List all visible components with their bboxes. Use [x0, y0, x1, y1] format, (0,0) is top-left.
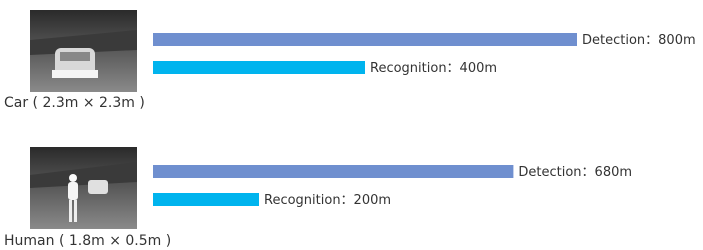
- value-label: Detection：800m: [582, 33, 696, 48]
- car-thumbnail: [30, 10, 137, 92]
- bar: [153, 165, 513, 178]
- value-label: Recognition：400m: [370, 61, 497, 76]
- category-label: Car ( 2.3m × 2.3m ): [4, 95, 145, 111]
- value-label: Recognition：200m: [264, 193, 391, 208]
- bar: [153, 33, 577, 46]
- value-label: Detection：680m: [518, 165, 632, 180]
- chart: Car ( 2.3m × 2.3m ) Detection：800m Recogni…: [0, 0, 703, 250]
- category-label: Human ( 1.8m × 0.5m ): [4, 233, 171, 249]
- bar: [153, 193, 259, 206]
- bar: [153, 61, 365, 74]
- human-thumbnail: [30, 147, 137, 229]
